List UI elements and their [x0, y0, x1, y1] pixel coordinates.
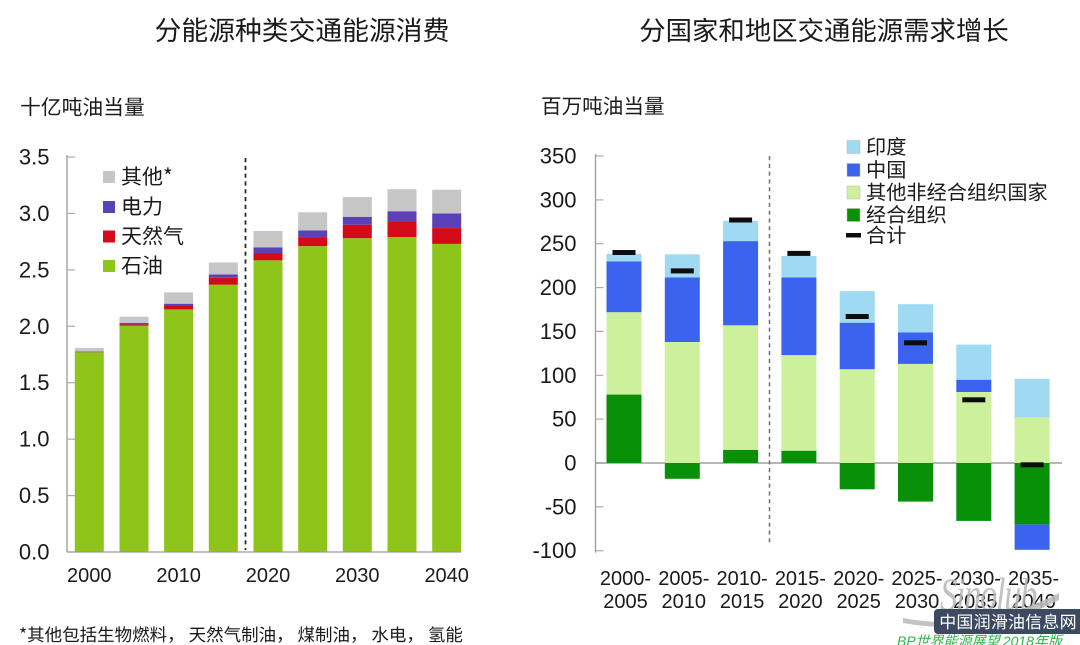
svg-text:2000-: 2000- [600, 568, 651, 590]
svg-text:十亿吨油当量: 十亿吨油当量 [20, 91, 145, 121]
svg-text:0.5: 0.5 [19, 483, 50, 508]
svg-text:2020-: 2020- [833, 568, 884, 590]
svg-text:1.5: 1.5 [19, 370, 50, 395]
svg-text:-100: -100 [532, 538, 576, 563]
svg-text:100: 100 [540, 363, 577, 388]
svg-text:2035-: 2035- [1008, 568, 1059, 590]
svg-text:2010-: 2010- [717, 568, 768, 590]
svg-text:-50: -50 [545, 494, 577, 519]
svg-text:2015: 2015 [720, 591, 765, 613]
svg-text:合计: 合计 [866, 220, 906, 249]
svg-text:150: 150 [540, 319, 577, 344]
svg-text:百万吨油当量: 百万吨油当量 [541, 90, 665, 120]
svg-text:3.5: 3.5 [19, 145, 50, 170]
svg-text:天然气: 天然气 [121, 221, 184, 251]
svg-text:BP世界能源展望 2018年版: BP世界能源展望 2018年版 [897, 631, 1064, 645]
svg-text:300: 300 [540, 187, 577, 212]
svg-text:200: 200 [540, 275, 577, 300]
svg-text:2.5: 2.5 [19, 257, 50, 282]
svg-text:中国: 中国 [866, 154, 906, 183]
svg-text:分能源种类交通能源消费: 分能源种类交通能源消费 [155, 9, 450, 48]
svg-text:2040: 2040 [1011, 591, 1056, 613]
svg-text:分国家和地区交通能源需求增长: 分国家和地区交通能源需求增长 [639, 9, 1008, 48]
svg-text:2010: 2010 [156, 565, 201, 587]
svg-text:2.0: 2.0 [19, 314, 50, 339]
svg-text:*其他包括生物燃料， 天然气制油， 煤制油， 水电， 氢能: *其他包括生物燃料， 天然气制油， 煤制油， 水电， 氢能 [19, 622, 463, 645]
svg-text:其他*: 其他* [121, 161, 173, 191]
svg-text:电力: 电力 [121, 191, 163, 221]
svg-text:2000: 2000 [67, 565, 112, 587]
svg-text:2020: 2020 [778, 591, 823, 613]
svg-text:2035: 2035 [953, 591, 998, 613]
svg-text:2040: 2040 [424, 565, 469, 587]
svg-text:2025: 2025 [836, 591, 881, 613]
svg-text:0: 0 [564, 451, 576, 476]
svg-text:250: 250 [540, 231, 577, 256]
svg-text:2005: 2005 [603, 591, 648, 613]
svg-text:印度: 印度 [866, 131, 906, 160]
svg-text:0.0: 0.0 [19, 540, 50, 565]
svg-text:2020: 2020 [246, 565, 291, 587]
svg-text:2030-: 2030- [950, 568, 1001, 590]
svg-text:2030: 2030 [335, 565, 380, 587]
svg-text:2010: 2010 [662, 591, 707, 613]
svg-text:50: 50 [552, 407, 576, 432]
svg-text:1.0: 1.0 [19, 427, 50, 452]
svg-text:其他非经合组织国家: 其他非经合组织国家 [866, 177, 1048, 206]
svg-text:2025-: 2025- [891, 568, 942, 590]
svg-text:中国润滑油信息网: 中国润滑油信息网 [939, 608, 1077, 633]
svg-text:经合组织: 经合组织 [866, 199, 947, 228]
svg-text:2030: 2030 [895, 591, 940, 613]
svg-text:2015-: 2015- [775, 568, 826, 590]
svg-text:350: 350 [540, 144, 577, 169]
svg-text:2005-: 2005- [658, 568, 709, 590]
svg-text:3.0: 3.0 [19, 201, 50, 226]
svg-text:石油: 石油 [121, 250, 163, 280]
